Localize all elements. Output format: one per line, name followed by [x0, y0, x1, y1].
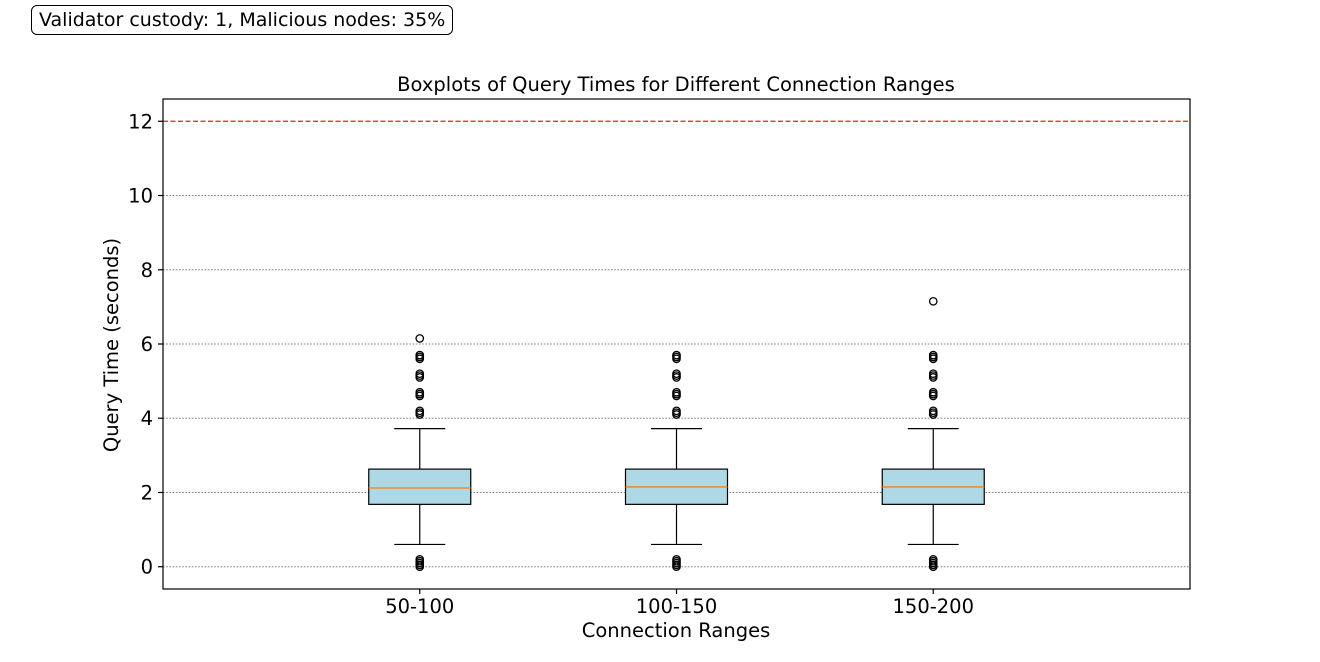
iqr-box [368, 468, 472, 505]
outlier-point [415, 369, 425, 379]
x-axis-label: Connection Ranges [582, 619, 771, 642]
outlier-point [928, 387, 938, 397]
outlier-point [928, 350, 938, 360]
y-tick-label: 0 [141, 556, 153, 579]
y-tick-label: 2 [141, 481, 153, 504]
outlier-point [415, 387, 425, 397]
x-axis-ticks: 50-100 100-150 150-200 [385, 589, 974, 618]
outlier-point [928, 296, 938, 306]
outlier-point [672, 406, 681, 416]
y-tick-label: 12 [128, 110, 153, 133]
y-axis-label: Query Time (seconds) [100, 238, 123, 452]
box-100-150 [624, 350, 729, 572]
y-axis-ticks: 0 2 4 6 8 10 12 [128, 110, 163, 579]
outlier-point [672, 369, 681, 379]
x-tick-label: 100-150 [636, 595, 717, 618]
y-tick-label: 10 [128, 185, 153, 208]
outlier-point [672, 554, 681, 564]
y-tick-label: 4 [141, 407, 153, 430]
outlier-point [672, 350, 681, 360]
info-annotation-text: Validator custody: 1, Malicious nodes: 3… [39, 9, 446, 31]
outlier-point [928, 554, 938, 564]
box-150-200 [881, 296, 985, 572]
boxes-group [368, 296, 985, 572]
outlier-point [415, 406, 425, 416]
outlier-point [672, 387, 681, 397]
box-50-100 [368, 334, 472, 572]
y-tick-label: 6 [141, 333, 153, 356]
info-annotation-box: Validator custody: 1, Malicious nodes: 3… [31, 5, 454, 35]
chart-title: Boxplots of Query Times for Different Co… [397, 73, 955, 96]
outlier-point [928, 369, 938, 379]
x-tick-label: 50-100 [385, 595, 454, 618]
outlier-point [415, 350, 425, 360]
outlier-point [415, 554, 425, 564]
outlier-point [415, 334, 425, 343]
y-tick-label: 8 [141, 259, 153, 282]
outlier-point [928, 406, 938, 416]
x-tick-label: 150-200 [893, 595, 974, 618]
